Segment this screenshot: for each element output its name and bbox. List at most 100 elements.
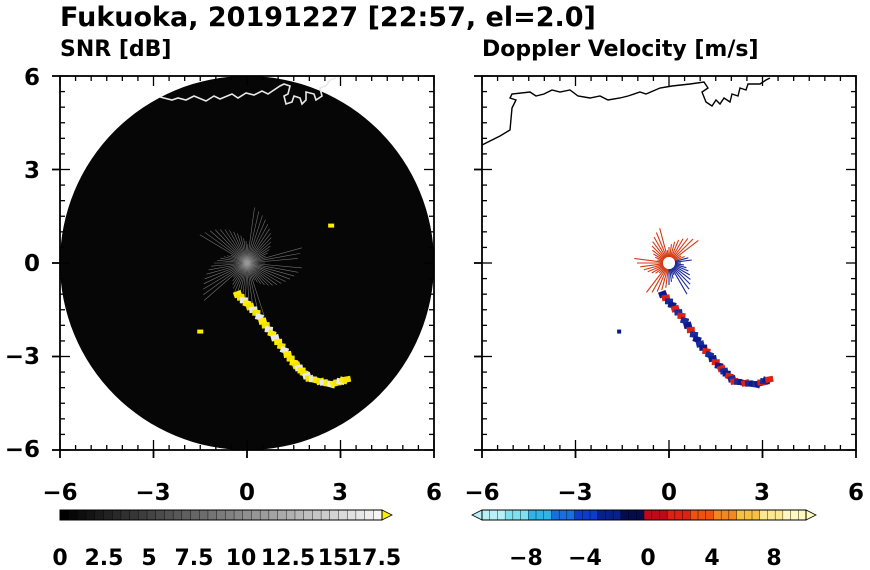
clutter-ray [232,262,248,282]
snr-panel-title: SNR [dB] [60,37,171,62]
clutter-ray [673,265,691,276]
clutter-ray [674,257,689,262]
colorbar-cell [190,509,200,521]
clutter-ray [246,262,295,277]
colorbar-cell [744,509,753,521]
clutter-ray [217,260,248,264]
colorbar-cell [690,509,699,521]
clutter-ray [232,262,248,285]
clutter-ray [246,247,303,264]
clutter-ray [654,256,664,262]
colorbar-cell [790,509,799,521]
snr-colorbar-label: 0 [52,546,67,570]
clutter-ray [246,224,269,264]
doppler-coastline [481,77,771,146]
clutter-ray [203,262,248,295]
clutter-ray [246,262,269,286]
clutter-ray [246,241,272,264]
colorbar-cell [268,509,279,521]
clutter-ray [235,262,248,297]
clutter-ray [246,262,265,286]
colorbar-cell [373,509,383,521]
clutter-ray [208,262,248,271]
colorbar-cell [751,509,761,521]
clutter-ray [655,266,665,274]
colorbar-cell [643,509,653,521]
clutter-ray [651,245,666,260]
colorbar-cell [551,509,560,521]
colorbar-cell [77,509,87,521]
clutter-ray [246,211,260,264]
clutter-ray [232,262,248,289]
colorbar-cell [620,509,630,521]
snr-colorbar-label: 7.5 [175,546,214,570]
doppler-panel-title: Doppler Velocity [m/s] [482,37,759,62]
doppler-ticks [474,75,857,458]
clutter-ray [651,265,665,274]
colorbar-cell [713,509,722,521]
clutter-ray [672,267,690,290]
clutter-ray [220,257,248,264]
colorbar-cell [574,509,583,521]
clutter-ray [670,239,680,258]
colorbar-cell [597,509,607,521]
clutter-ray [246,262,302,269]
colorbar-cell [146,509,157,521]
colorbar-cell [736,509,745,521]
snr-x-tick-label: 0 [239,480,255,506]
clutter-ray [246,253,301,264]
doppler-panel [474,75,857,458]
clutter-ray [670,268,675,276]
colorbar-cell [294,509,305,521]
snr-y-tick-label: 0 [24,251,40,277]
snr-y-tick-label: −6 [5,437,40,463]
colorbar-cell [605,509,614,521]
snr-colorbar [59,509,393,521]
doppler-colorbar-labels: −8 −4 0 4 8 [509,546,782,570]
clutter-ray [227,255,248,264]
clutter-ray [237,233,248,264]
clutter-ray [671,238,684,259]
snr-colorbar-label: 10 [226,546,257,570]
clutter-ray [669,268,673,282]
clutter-ray [199,234,248,264]
clutter-ray [246,262,299,273]
snr-panel [52,75,435,458]
doppler-colorbar-label: −4 [568,546,602,570]
clutter-ray [246,237,272,264]
colorbar-cell [497,509,506,521]
colorbar-cell [355,509,366,521]
clutter-ray [246,228,270,264]
clutter-ray [246,262,260,315]
colorbar-cell [129,509,140,521]
colorbar-cell [774,509,784,521]
doppler-clutter-rays [634,228,699,295]
colorbar-cell [303,509,314,521]
snr-echo-track [197,223,352,389]
doppler-colorbar-label: 8 [766,546,781,570]
colorbar-cell [720,509,730,521]
colorbar-cell [94,509,105,521]
colorbar-cell [798,509,807,521]
snr-y-tick-labels: 6 3 0 −3 −6 [5,65,40,463]
colorbar-extend-low [471,509,483,521]
echo-cell [328,223,335,228]
clutter-ray [673,255,682,261]
snr-colorbar-label: 17.5 [347,546,401,570]
colorbar-frame [481,509,807,521]
clutter-ray [211,262,248,267]
snr-x-tick-label: 3 [332,480,348,506]
figure-title: Fukuoka, 20191227 [22:57, el=2.0] [60,2,596,33]
colorbar-cell [512,509,522,521]
clutter-ray [673,240,699,260]
colorbar-cell [120,509,131,521]
colorbar-cell [666,509,676,521]
clutter-ray [246,219,266,264]
clutter-ray [656,268,668,292]
colorbar-cell [338,509,348,521]
clutter-ray [246,262,291,280]
colorbar-cell [535,509,545,521]
clutter-ray [246,252,268,264]
clutter-ray [658,266,666,274]
